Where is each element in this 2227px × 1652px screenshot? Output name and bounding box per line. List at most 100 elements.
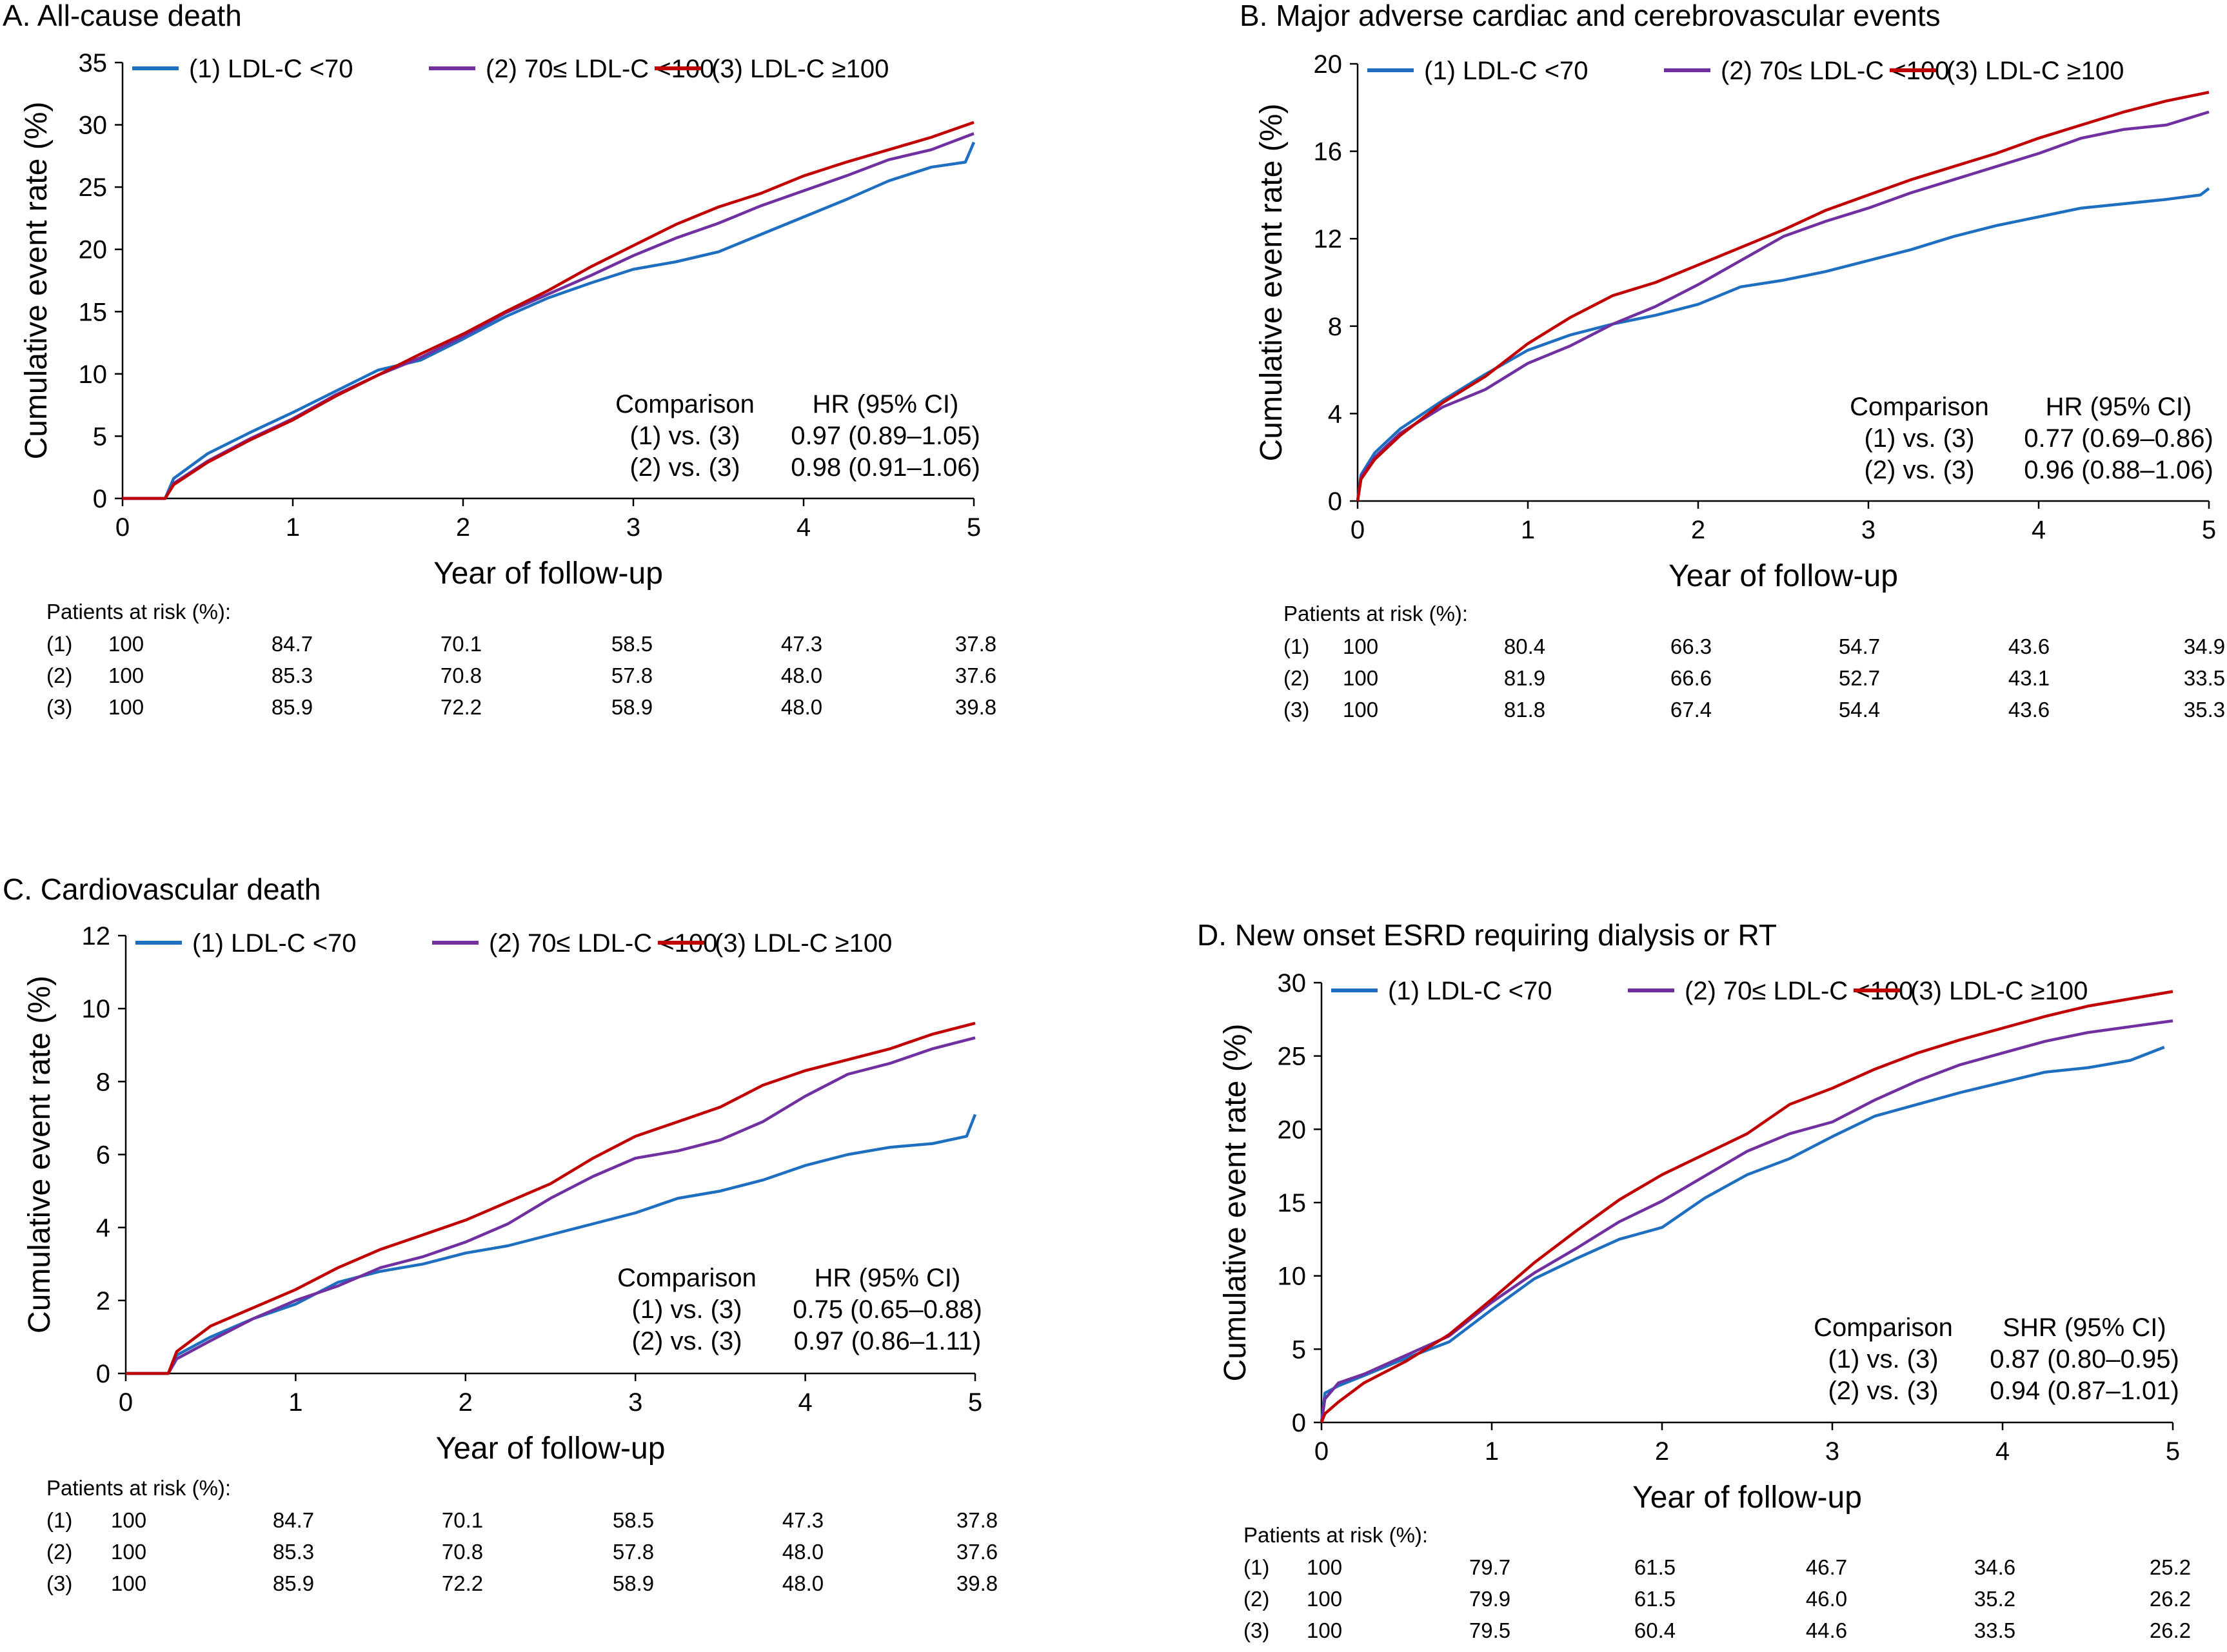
hr-header: HR (95% CI) bbox=[813, 390, 959, 418]
at-risk-value: 48.0 bbox=[782, 1571, 824, 1595]
x-tick-label: 3 bbox=[626, 513, 640, 542]
comparison-row-value: 0.98 (0.91–1.06) bbox=[791, 453, 980, 482]
at-risk-value: 48.0 bbox=[781, 664, 822, 687]
x-tick-label: 5 bbox=[2166, 1437, 2180, 1466]
at-risk-value: 37.8 bbox=[956, 1508, 998, 1532]
at-risk-value: 100 bbox=[1343, 698, 1378, 722]
at-risk-value: 70.1 bbox=[442, 1508, 483, 1532]
at-risk-value: 34.6 bbox=[1974, 1555, 2015, 1579]
at-risk-title: Patients at risk (%): bbox=[46, 1476, 231, 1500]
y-tick-label: 30 bbox=[79, 112, 108, 140]
at-risk-value: 79.9 bbox=[1469, 1587, 1510, 1611]
y-tick-label: 10 bbox=[79, 360, 108, 389]
y-tick-label: 2 bbox=[96, 1287, 110, 1315]
at-risk-value: 44.6 bbox=[1806, 1618, 1847, 1642]
at-risk-value: 43.1 bbox=[2008, 666, 2050, 690]
panel-title: A. All-cause death bbox=[3, 0, 242, 32]
y-tick-label: 20 bbox=[1278, 1116, 1307, 1144]
at-risk-title: Patients at risk (%): bbox=[1283, 602, 1468, 625]
at-risk-value: 33.5 bbox=[1974, 1618, 2015, 1642]
comparison-row-label: (2) vs. (3) bbox=[1828, 1377, 1938, 1405]
at-risk-group: (2) bbox=[1283, 666, 1309, 690]
at-risk-value: 100 bbox=[108, 632, 144, 656]
x-tick-label: 5 bbox=[967, 513, 981, 542]
panel-title: C. Cardiovascular death bbox=[3, 872, 321, 906]
at-risk-value: 84.7 bbox=[272, 632, 313, 656]
at-risk-value: 100 bbox=[111, 1571, 146, 1595]
series-line-1 bbox=[1356, 187, 2210, 502]
at-risk-value: 70.1 bbox=[440, 632, 482, 656]
x-tick-label: 1 bbox=[288, 1388, 302, 1417]
y-axis-label: Cumulative event rate (%) bbox=[23, 976, 57, 1333]
series-line-1 bbox=[123, 141, 976, 500]
at-risk-title: Patients at risk (%): bbox=[46, 600, 231, 624]
at-risk-value: 58.9 bbox=[611, 695, 653, 719]
panel-title: B. Major adverse cardiac and cerebrovasc… bbox=[1240, 0, 1941, 32]
at-risk-value: 100 bbox=[1307, 1587, 1342, 1611]
at-risk-group: (1) bbox=[1243, 1555, 1269, 1579]
at-risk-value: 25.2 bbox=[2150, 1555, 2191, 1579]
x-tick-label: 0 bbox=[115, 513, 130, 542]
series-line-3 bbox=[123, 121, 975, 500]
hr-header: HR (95% CI) bbox=[815, 1264, 961, 1292]
at-risk-value: 46.7 bbox=[1806, 1555, 1847, 1579]
panel-b: B. Major adverse cardiac and cerebrovasc… bbox=[1240, 0, 2225, 722]
at-risk-group: (3) bbox=[46, 1571, 72, 1595]
legend-entry-1: (1) LDL-C <70 bbox=[1388, 977, 1552, 1005]
legend-entry-3: (3) LDL-C ≥100 bbox=[715, 929, 892, 958]
at-risk-value: 47.3 bbox=[782, 1508, 824, 1532]
at-risk-value: 34.9 bbox=[2184, 634, 2225, 658]
at-risk-value: 61.5 bbox=[1634, 1555, 1676, 1579]
x-tick-label: 4 bbox=[1995, 1437, 2010, 1466]
x-tick-label: 0 bbox=[1351, 516, 1365, 544]
x-tick-label: 3 bbox=[628, 1388, 642, 1417]
at-risk-group: (1) bbox=[1283, 634, 1309, 658]
at-risk-value: 100 bbox=[108, 664, 144, 687]
y-tick-label: 10 bbox=[1278, 1263, 1307, 1291]
at-risk-value: 79.5 bbox=[1469, 1618, 1510, 1642]
at-risk-value: 85.3 bbox=[273, 1540, 314, 1564]
y-tick-label: 20 bbox=[1314, 50, 1343, 79]
at-risk-value: 39.8 bbox=[956, 1571, 998, 1595]
comparison-row-value: 0.96 (0.88–1.06) bbox=[2024, 456, 2213, 484]
at-risk-value: 81.9 bbox=[1504, 666, 1545, 690]
x-tick-label: 2 bbox=[459, 1388, 473, 1417]
legend-entry-1: (1) LDL-C <70 bbox=[1424, 57, 1589, 85]
at-risk-value: 39.8 bbox=[955, 695, 996, 719]
comparison-header: Comparison bbox=[1814, 1313, 1953, 1342]
y-tick-label: 8 bbox=[1328, 313, 1342, 341]
at-risk-value: 54.7 bbox=[1839, 634, 1880, 658]
at-risk-value: 85.3 bbox=[272, 664, 313, 687]
at-risk-group: (2) bbox=[46, 664, 72, 687]
at-risk-value: 26.2 bbox=[2150, 1587, 2191, 1611]
x-axis-label: Year of follow-up bbox=[433, 556, 663, 591]
y-tick-label: 6 bbox=[96, 1141, 110, 1170]
series-line-3 bbox=[1320, 990, 2173, 1423]
y-axis-label: Cumulative event rate (%) bbox=[1218, 1024, 1252, 1382]
at-risk-value: 58.5 bbox=[611, 632, 653, 656]
at-risk-value: 52.7 bbox=[1839, 666, 1880, 690]
at-risk-value: 66.3 bbox=[1670, 634, 1712, 658]
at-risk-value: 80.4 bbox=[1504, 634, 1545, 658]
at-risk-value: 57.8 bbox=[611, 664, 653, 687]
x-tick-label: 3 bbox=[1825, 1437, 1839, 1466]
y-tick-label: 8 bbox=[96, 1068, 110, 1096]
at-risk-value: 85.9 bbox=[272, 695, 313, 719]
at-risk-group: (3) bbox=[1283, 698, 1309, 722]
y-tick-label: 0 bbox=[96, 1360, 110, 1388]
y-tick-label: 10 bbox=[82, 995, 111, 1023]
y-axis-label: Cumulative event rate (%) bbox=[1254, 104, 1289, 462]
x-tick-label: 5 bbox=[2202, 516, 2216, 544]
comparison-row-label: (1) vs. (3) bbox=[631, 1295, 742, 1324]
y-tick-label: 0 bbox=[93, 485, 107, 513]
hr-header: HR (95% CI) bbox=[2046, 393, 2192, 421]
x-tick-label: 4 bbox=[797, 513, 811, 542]
at-risk-value: 67.4 bbox=[1670, 698, 1712, 722]
legend-entry-3: (3) LDL-C ≥100 bbox=[711, 55, 889, 83]
series-line-3 bbox=[1356, 90, 2210, 502]
x-axis-label: Year of follow-up bbox=[1632, 1480, 1862, 1515]
at-risk-group: (1) bbox=[46, 632, 72, 656]
at-risk-value: 100 bbox=[1307, 1555, 1342, 1579]
at-risk-group: (1) bbox=[46, 1508, 72, 1532]
